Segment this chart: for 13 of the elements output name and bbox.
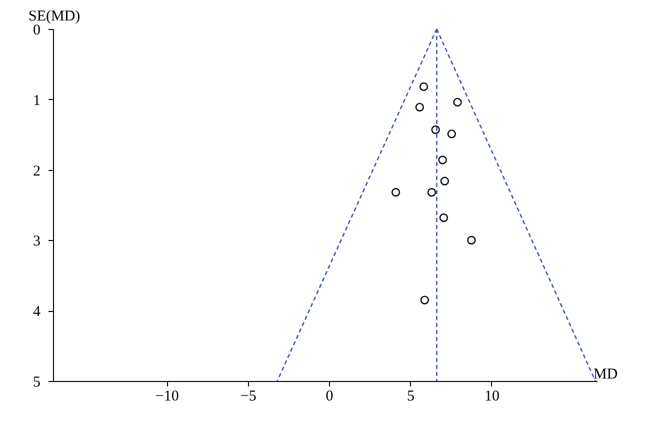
x-tick-label: −5 [240, 388, 256, 404]
y-tick-label: 0 [33, 22, 40, 38]
y-tick-label: 4 [33, 304, 41, 320]
y-tick-label: 5 [33, 374, 40, 390]
x-tick-label: 5 [407, 388, 415, 404]
y-tick-label: 1 [33, 92, 40, 109]
y-tick-label: 2 [33, 163, 40, 180]
y-tick-label: 3 [33, 234, 40, 250]
x-tick-label: 0 [326, 388, 334, 404]
x-tick-label: 10 [484, 388, 500, 404]
x-axis-title: MD [594, 366, 618, 382]
x-tick-label: −10 [155, 388, 179, 404]
y-axis-title: SE(MD) [28, 8, 80, 24]
